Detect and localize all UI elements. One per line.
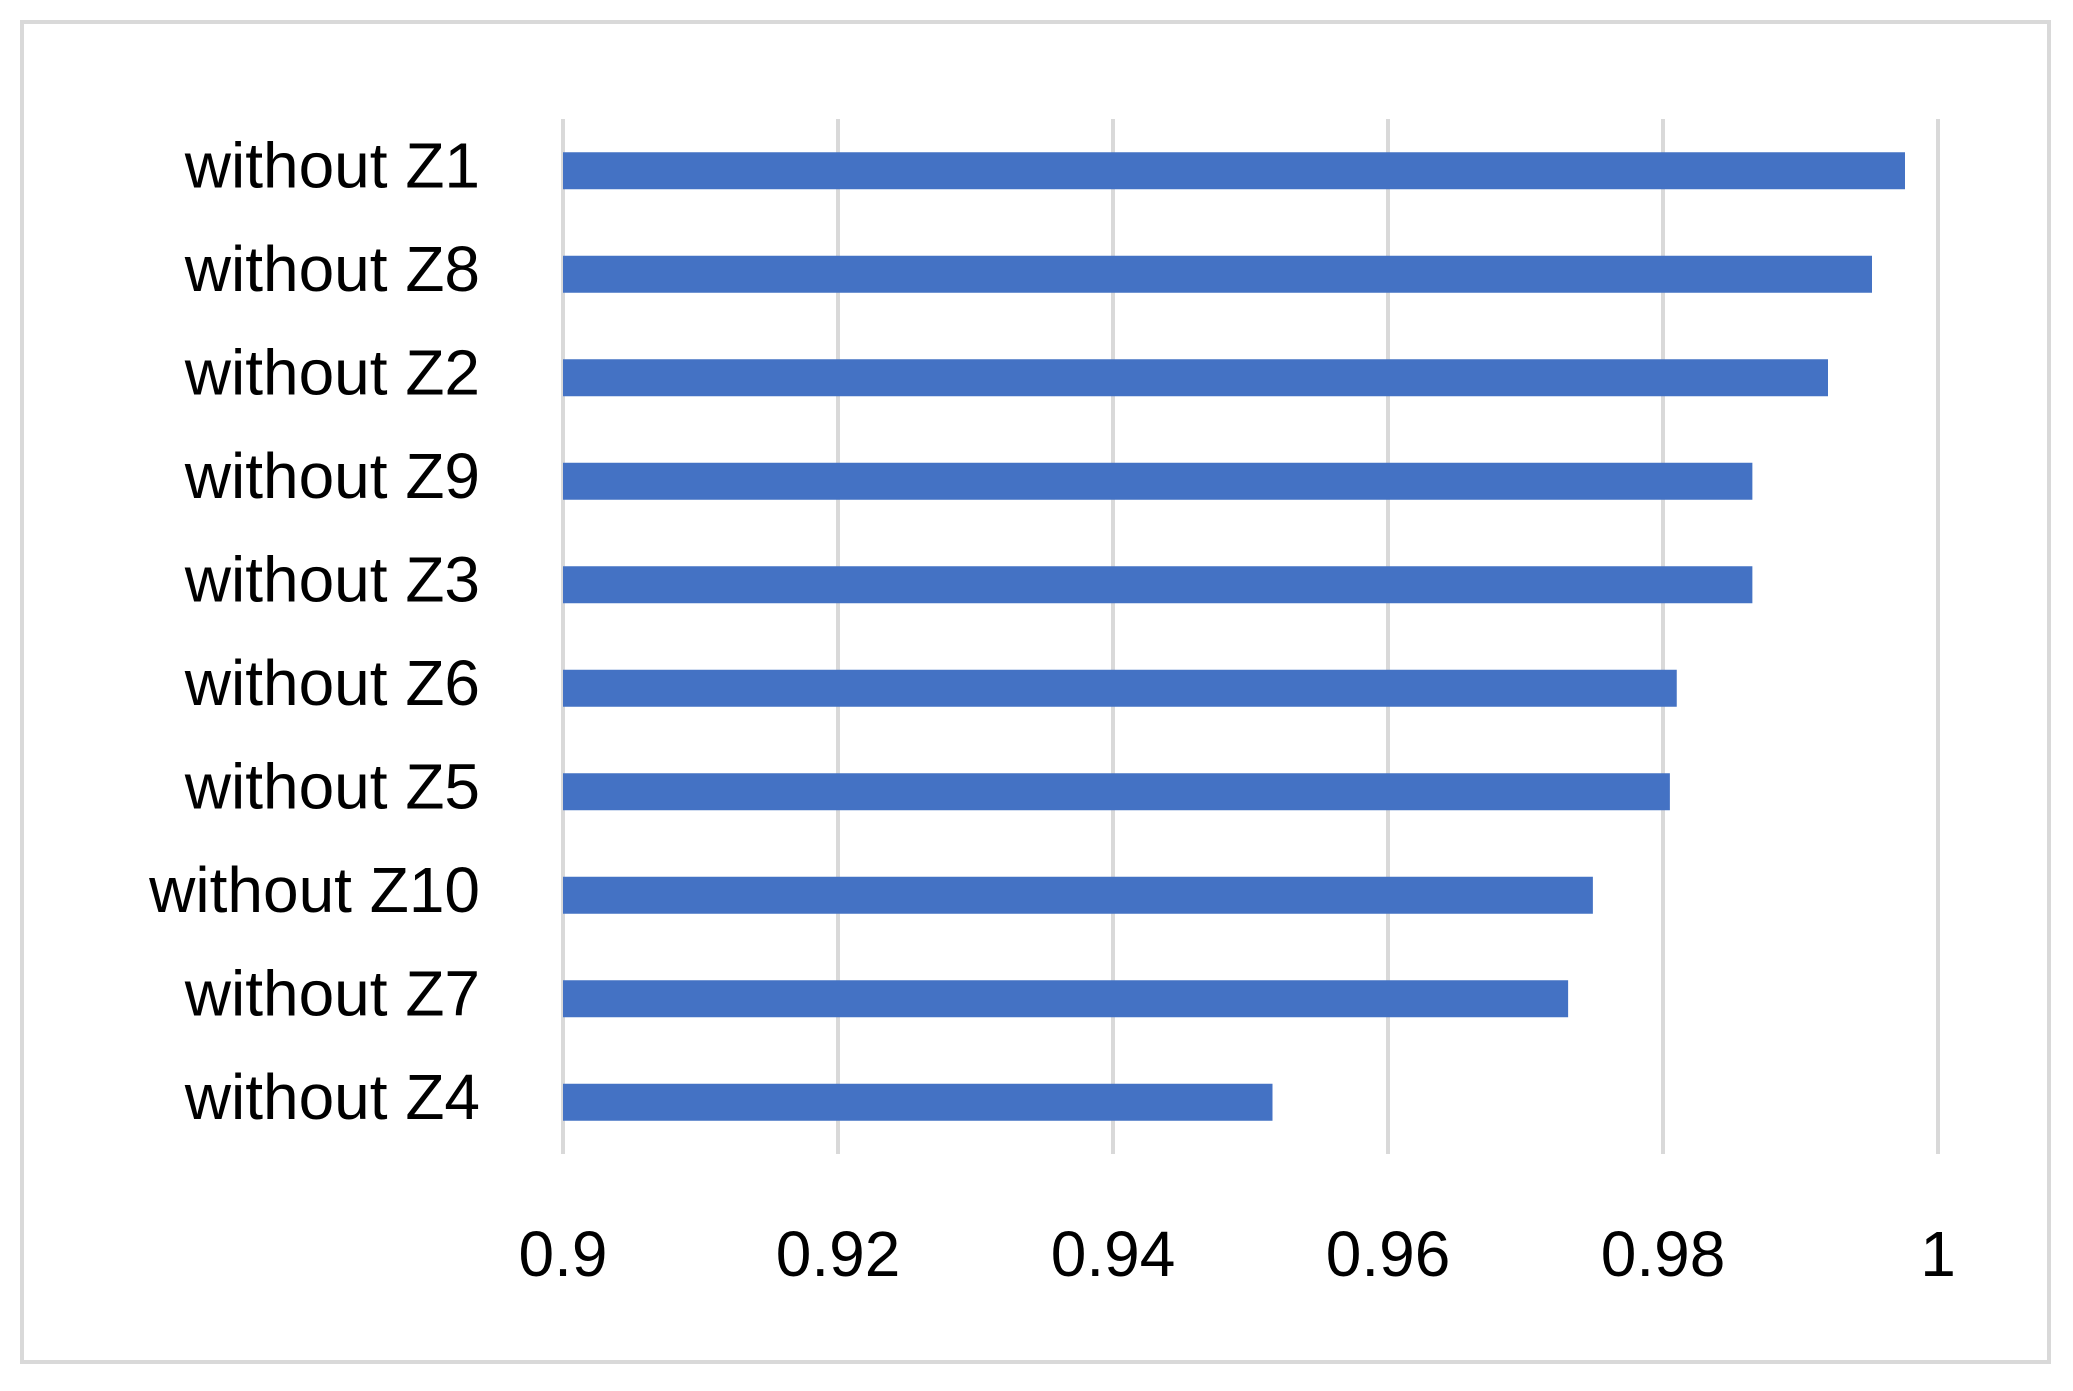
y-tick-label: without Z2 xyxy=(184,337,480,409)
x-tick-label: 0.9 xyxy=(519,1218,608,1290)
y-tick-label: without Z7 xyxy=(184,958,480,1030)
bar xyxy=(563,359,1828,397)
bar xyxy=(563,669,1677,707)
x-tick-label: 1 xyxy=(1920,1218,1956,1290)
bar xyxy=(563,1083,1273,1121)
bar xyxy=(563,462,1753,500)
bar xyxy=(563,773,1670,811)
y-tick-label: without Z3 xyxy=(184,544,480,616)
x-tick-label: 0.98 xyxy=(1601,1218,1726,1290)
y-tick-label: without Z5 xyxy=(184,751,480,823)
x-tick-label: 0.96 xyxy=(1326,1218,1451,1290)
bar xyxy=(563,980,1569,1018)
x-tick-label: 0.94 xyxy=(1051,1218,1176,1290)
bar xyxy=(563,255,1872,293)
y-tick-label: without Z8 xyxy=(184,233,480,305)
y-tick-label: without Z1 xyxy=(184,130,480,202)
y-tick-label: without Z4 xyxy=(184,1061,480,1133)
bar xyxy=(563,876,1593,914)
y-tick-label: without Z6 xyxy=(184,647,480,719)
y-tick-label: without Z10 xyxy=(148,854,480,926)
y-tick-label: without Z9 xyxy=(184,440,480,512)
bar xyxy=(563,152,1905,190)
bar xyxy=(563,566,1753,604)
x-tick-label: 0.92 xyxy=(776,1218,901,1290)
